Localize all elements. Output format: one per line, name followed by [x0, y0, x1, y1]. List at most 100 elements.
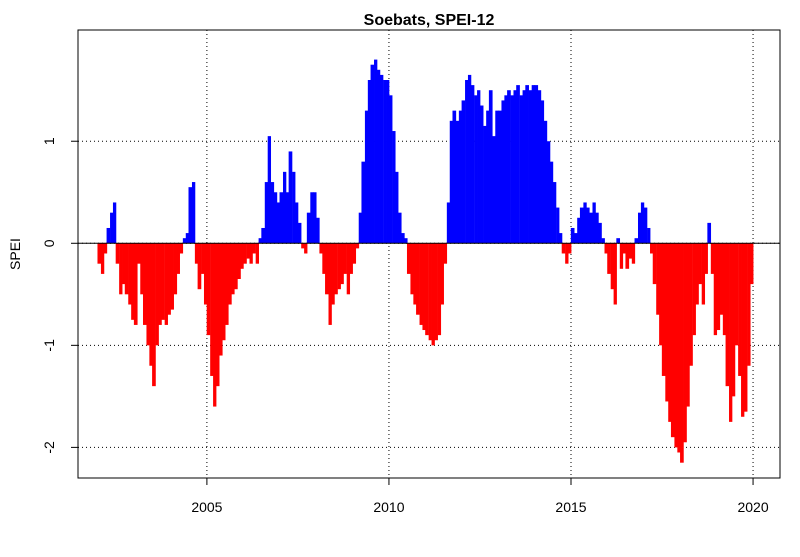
bar [401, 233, 405, 244]
bar [716, 243, 721, 331]
bar [234, 243, 238, 290]
bar [443, 243, 448, 264]
bar [237, 243, 241, 280]
bar [425, 243, 429, 336]
bar [595, 212, 599, 244]
bar [276, 202, 281, 244]
bar [228, 243, 232, 305]
bar [197, 243, 202, 290]
bar [440, 243, 444, 305]
x-tick-label: 2020 [737, 499, 768, 515]
bar [240, 243, 244, 269]
bar [231, 243, 235, 295]
bar [722, 243, 727, 336]
bar [328, 243, 332, 325]
bar [258, 238, 262, 244]
bar [431, 243, 435, 346]
bar [497, 110, 502, 244]
bar [379, 74, 384, 244]
bar [137, 243, 141, 264]
bar [659, 243, 663, 346]
bar [628, 243, 633, 259]
bar [631, 243, 636, 264]
bar [558, 233, 563, 244]
bar [167, 243, 171, 315]
bar [713, 243, 718, 336]
bar [179, 243, 184, 254]
bar [194, 243, 199, 264]
bar [528, 90, 533, 244]
bar [215, 243, 220, 387]
bar [683, 243, 687, 443]
bar [152, 243, 156, 387]
bar [419, 243, 423, 325]
bar [310, 192, 314, 244]
bar [568, 243, 572, 254]
bar [146, 243, 150, 346]
chart-title: Soebats, SPEI-12 [364, 12, 495, 29]
bar [674, 243, 678, 448]
bar [361, 161, 366, 244]
bar [392, 131, 396, 244]
bar [686, 243, 690, 407]
bar [522, 90, 526, 244]
bar [619, 243, 624, 269]
bar [264, 182, 269, 244]
bar [358, 212, 363, 244]
bar [122, 243, 126, 285]
bar [492, 136, 496, 244]
bar [158, 243, 162, 325]
bar [416, 243, 420, 315]
x-tick-label: 2010 [373, 499, 404, 515]
bar [376, 69, 381, 244]
bar [219, 243, 223, 356]
bar [616, 238, 621, 244]
bar [634, 238, 639, 244]
bar [164, 243, 168, 325]
bar [110, 212, 114, 244]
bar [601, 238, 605, 244]
y-tick-label: -1 [41, 339, 57, 352]
bar [695, 243, 699, 305]
bar [461, 100, 466, 244]
y-tick-label: -2 [41, 441, 57, 454]
x-tick-label: 2015 [555, 499, 586, 515]
bar [488, 90, 493, 244]
bar [725, 243, 730, 387]
bar [201, 243, 205, 274]
bar [213, 243, 217, 407]
bar [604, 243, 608, 254]
bar [640, 202, 645, 244]
bar [155, 243, 159, 346]
bar [577, 217, 581, 244]
y-axis-label: SPEI [7, 238, 23, 270]
bar [267, 136, 272, 244]
bar [188, 187, 193, 244]
bar [543, 120, 548, 244]
bar [319, 243, 323, 254]
bar [689, 243, 693, 366]
bar [386, 80, 390, 244]
bar [467, 74, 472, 244]
bar [729, 243, 733, 422]
bar [458, 110, 463, 244]
y-tick-label: 0 [41, 239, 57, 247]
bar [115, 243, 120, 264]
bar [322, 243, 326, 274]
bar [306, 212, 311, 244]
bar [647, 227, 651, 244]
bar [404, 238, 408, 244]
bar [249, 243, 253, 264]
bar [486, 110, 490, 244]
bar [170, 243, 174, 310]
bar [315, 217, 320, 244]
bar [483, 125, 487, 244]
bar [677, 243, 681, 453]
bar [285, 192, 290, 244]
bar [607, 243, 611, 274]
bar [470, 85, 475, 244]
bar [352, 243, 357, 264]
bar [449, 120, 454, 244]
bar [349, 243, 353, 274]
bar [552, 182, 557, 244]
